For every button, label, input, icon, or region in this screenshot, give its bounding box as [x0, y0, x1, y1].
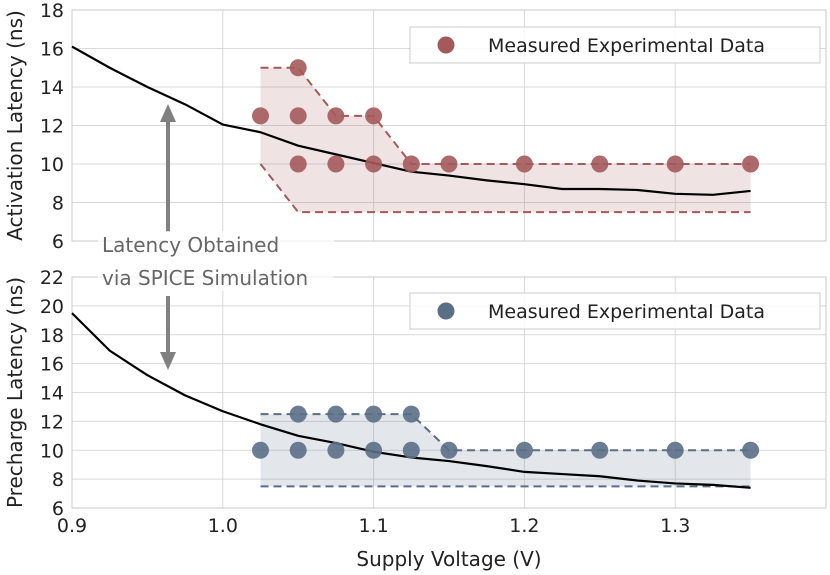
measured-point: [365, 107, 383, 125]
measured-point: [742, 155, 760, 173]
x-tick-label: 1.0: [208, 515, 238, 537]
legend-label: Measured Experimental Data: [488, 35, 765, 57]
measured-point: [402, 155, 420, 173]
x-tick-label: 1.2: [509, 515, 539, 537]
y-axis-label: Precharge Latency (ns): [3, 277, 27, 508]
y-tick-label: 14: [40, 77, 64, 99]
measured-point: [252, 441, 269, 459]
x-tick-label: 0.9: [57, 515, 87, 537]
x-axis-label: Supply Voltage (V): [356, 547, 541, 571]
x-tick-label: 1.1: [358, 515, 388, 537]
y-tick-label: 16: [40, 39, 64, 61]
measured-point: [327, 441, 345, 459]
measured-point: [515, 155, 533, 173]
measured-point: [402, 441, 420, 459]
y-axis-label: Activation Latency (ns): [3, 10, 27, 241]
measured-point: [742, 441, 760, 459]
y-tick-label: 8: [52, 469, 64, 491]
annotation-backdrop: [98, 231, 334, 291]
y-tick-label: 14: [40, 383, 64, 405]
y-tick-label: 10: [40, 154, 64, 176]
y-tick-label: 6: [52, 231, 64, 253]
legend-marker: [437, 302, 455, 320]
measured-point: [591, 155, 609, 173]
y-tick-label: 16: [40, 354, 64, 376]
arrow-up-head: [160, 104, 176, 122]
y-tick-label: 12: [40, 116, 64, 138]
spice-annotation: Latency Obtained via SPICE Simulation: [98, 104, 334, 370]
annotation-line-2: via SPICE Simulation: [102, 266, 308, 290]
y-tick-label: 18: [40, 0, 64, 22]
measured-point: [289, 59, 307, 77]
range-band-upper: [260, 66, 751, 165]
legend: Measured Experimental Data: [409, 26, 821, 64]
range-band-lower: [259, 163, 751, 214]
y-tick-label: 10: [40, 440, 64, 462]
plot-frame: [71, 9, 827, 242]
legend: Measured Experimental Data: [409, 292, 821, 330]
measured-point: [365, 441, 383, 459]
legend-label: Measured Experimental Data: [488, 301, 765, 323]
y-tick-label: 20: [40, 296, 64, 318]
measured-point: [440, 155, 458, 173]
y-tick-label: 12: [40, 411, 64, 433]
measured-point: [440, 441, 458, 459]
legend-box: [409, 26, 821, 64]
legend-marker: [437, 36, 455, 54]
precharge-latency-chart: 6 8 10 12 14 16 18 20 22 Precharge Latency (ns) Me…: [3, 267, 827, 571]
measured-point: [327, 107, 345, 125]
x-tick-label: 1.3: [660, 515, 690, 537]
measured-point: [289, 155, 307, 173]
arrow-down-head: [160, 352, 176, 370]
activation-latency-chart: 6 8 10 12 14 16 18 Activation Latency (ns) Measu…: [3, 0, 827, 253]
measured-point: [666, 441, 684, 459]
legend-box: [409, 292, 821, 330]
measured-point: [327, 405, 345, 423]
plot-frame: [71, 276, 827, 509]
measured-point: [289, 107, 307, 125]
measured-point: [289, 405, 307, 423]
measured-point: [365, 405, 383, 423]
measured-point: [327, 155, 345, 173]
range-band-fill: [260, 414, 751, 487]
y-tick-label: 8: [52, 193, 64, 215]
measured-point: [515, 441, 533, 459]
measured-point: [289, 441, 307, 459]
y-tick-label: 6: [52, 498, 64, 520]
range-band-fill: [260, 67, 751, 213]
measured-point: [402, 405, 420, 423]
y-tick-label: 22: [40, 267, 64, 289]
annotation-line-1: Latency Obtained: [102, 233, 279, 257]
measured-point: [666, 155, 684, 173]
measured-point: [252, 107, 269, 125]
measured-point: [365, 155, 383, 173]
measured-point: [591, 441, 609, 459]
y-tick-label: 18: [40, 325, 64, 347]
